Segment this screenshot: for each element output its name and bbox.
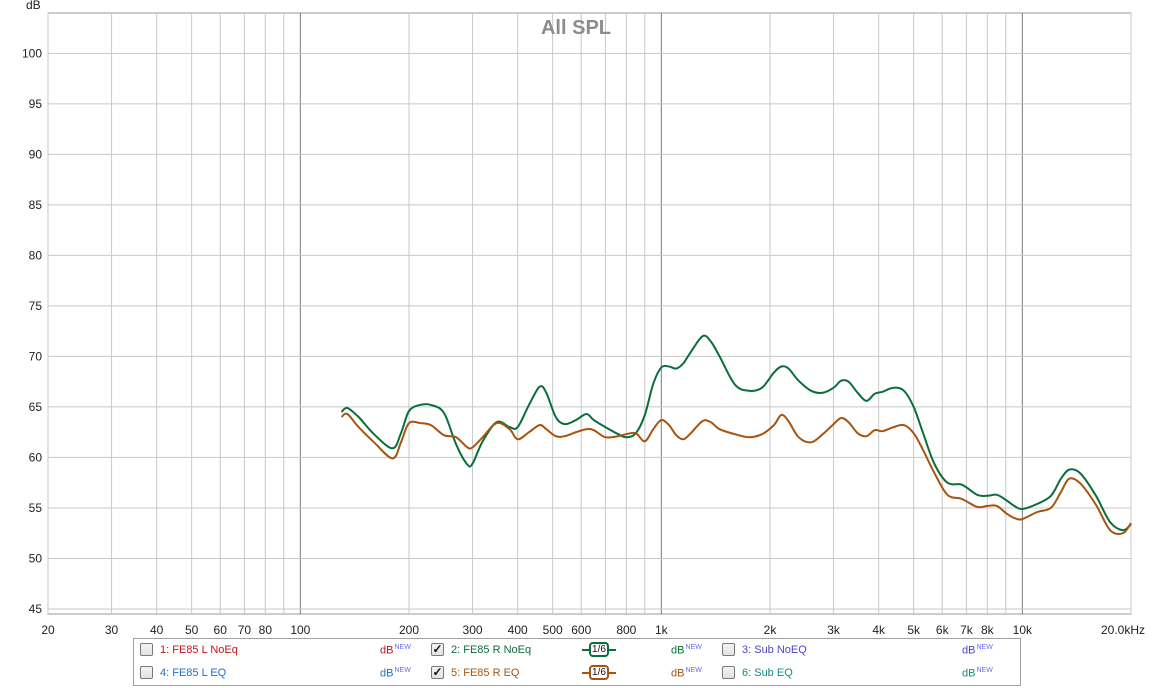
legend-label: 3: Sub NoEQ — [742, 644, 807, 656]
legend-row: 4: FE85 L EQ dBNEW ✓ 5: FE85 R EQ 1/6 dB… — [134, 663, 1020, 685]
x-tick-label: 40 — [150, 623, 164, 636]
y-tick-label: 45 — [29, 602, 43, 616]
new-badge: NEW — [976, 644, 993, 651]
legend-label: 4: FE85 L EQ — [160, 667, 227, 679]
x-tick-label: 3k — [827, 623, 841, 636]
legend-label: 5: FE85 R EQ — [451, 667, 520, 679]
x-tick-label: 200 — [399, 623, 419, 636]
x-tick-label: 4k — [872, 623, 886, 636]
legend-label: 6: Sub EQ — [742, 667, 793, 679]
x-tick-label: 800 — [616, 623, 636, 636]
smoothing-line-left — [582, 649, 590, 651]
x-tick-label: 5k — [907, 623, 921, 636]
x-tick-label: 8k — [981, 623, 995, 636]
new-badge: NEW — [685, 667, 702, 674]
x-tick-label: 70 — [238, 623, 252, 636]
y-tick-label: 80 — [29, 248, 43, 262]
x-tick-label: 7k — [960, 623, 974, 636]
new-badge: NEW — [685, 644, 702, 651]
chart-title: All SPL — [541, 17, 611, 39]
y-tick-label: 100 — [22, 46, 42, 60]
x-tick-label: 100 — [290, 623, 310, 636]
x-tick-label: 50 — [185, 623, 199, 636]
series-line — [340, 412, 1132, 536]
x-tick-label: 30 — [105, 623, 119, 636]
y-tick-label: 60 — [29, 450, 43, 464]
visibility-checkbox[interactable] — [140, 666, 153, 679]
grid-lines — [47, 13, 1132, 614]
visibility-checkbox[interactable] — [140, 643, 153, 656]
new-badge: NEW — [394, 644, 411, 651]
legend-panel: 1: FE85 L NoEq dBNEW ✓ 2: FE85 R NoEq 1/… — [133, 638, 1021, 686]
unit-label: dB — [671, 667, 685, 680]
y-tick-label: 55 — [29, 501, 43, 515]
new-badge: NEW — [976, 667, 993, 674]
smoothing-line-right — [609, 649, 616, 651]
visibility-checkbox[interactable]: ✓ — [431, 642, 444, 656]
x-tick-label: 20.0kHz — [1101, 623, 1145, 636]
smoothing-button[interactable]: 1/6 — [582, 642, 616, 659]
x-tick-label: 20 — [41, 623, 55, 636]
y-tick-label: 95 — [29, 97, 43, 111]
db-offset-button[interactable]: dBNEW — [671, 644, 702, 657]
x-tick-label: 300 — [463, 623, 483, 636]
y-tick-label: 50 — [29, 551, 43, 565]
smoothing-line-left — [582, 672, 590, 674]
series-line — [340, 334, 1132, 532]
x-tick-label: 6k — [936, 623, 950, 636]
unit-label: dB — [380, 667, 394, 680]
db-offset-button[interactable]: dBNEW — [962, 644, 993, 657]
legend-row: 1: FE85 L NoEq dBNEW ✓ 2: FE85 R NoEq 1/… — [134, 640, 1020, 662]
y-tick-label: 90 — [29, 147, 43, 161]
series-lines — [340, 334, 1132, 536]
db-offset-button[interactable]: dBNEW — [671, 667, 702, 680]
y-axis-label: dB — [26, 0, 41, 12]
y-tick-label: 65 — [29, 400, 43, 414]
spl-chart: 45 50 55 60 65 70 75 80 85 90 95 100 20 30 40 50 60 70 80 1… — [22, 0, 1145, 636]
x-tick-label: 600 — [571, 623, 591, 636]
db-offset-button[interactable]: dBNEW — [380, 667, 411, 680]
new-badge: NEW — [394, 667, 411, 674]
smoothing-line-right — [609, 672, 616, 674]
db-offset-button[interactable]: dBNEW — [380, 644, 411, 657]
unit-label: dB — [671, 644, 685, 657]
legend-label: 1: FE85 L NoEq — [160, 644, 238, 656]
unit-label: dB — [380, 644, 394, 657]
y-tick-label: 85 — [29, 198, 43, 212]
x-tick-label: 1k — [655, 623, 669, 636]
smoothing-button[interactable]: 1/6 — [582, 665, 616, 682]
visibility-checkbox[interactable] — [722, 666, 735, 679]
unit-label: dB — [962, 667, 976, 680]
x-tick-label: 400 — [508, 623, 528, 636]
x-tick-label: 2k — [764, 623, 778, 636]
smoothing-value: 1/6 — [589, 665, 609, 680]
x-tick-label: 500 — [543, 623, 563, 636]
x-tick-label: 10k — [1013, 623, 1033, 636]
axis-labels: 45 50 55 60 65 70 75 80 85 90 95 100 20 30 40 50 60 70 80 1… — [22, 46, 1145, 636]
visibility-checkbox[interactable]: ✓ — [431, 665, 444, 679]
smoothing-value: 1/6 — [589, 642, 609, 657]
plot-background — [47, 12, 1132, 615]
visibility-checkbox[interactable] — [722, 643, 735, 656]
unit-label: dB — [962, 644, 976, 657]
y-tick-label: 70 — [29, 349, 43, 363]
y-tick-label: 75 — [29, 299, 43, 313]
x-tick-label: 80 — [259, 623, 273, 636]
legend-label: 2: FE85 R NoEq — [451, 644, 532, 656]
db-offset-button[interactable]: dBNEW — [962, 667, 993, 680]
x-tick-label: 60 — [214, 623, 228, 636]
